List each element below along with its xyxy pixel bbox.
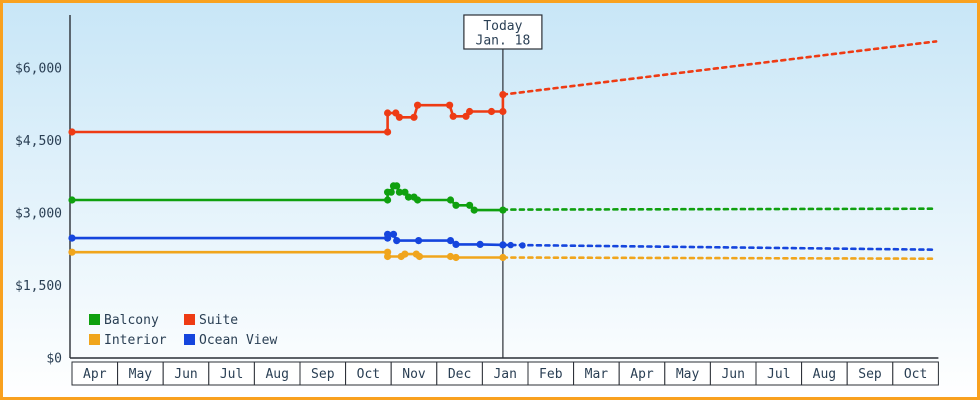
data-point <box>393 182 401 190</box>
data-point <box>446 237 455 245</box>
data-point <box>387 188 395 196</box>
data-point <box>487 107 496 116</box>
y-tick-label: $0 <box>46 352 62 367</box>
data-point <box>414 101 422 109</box>
data-point <box>470 206 478 214</box>
y-tick-label: $6,000 <box>15 62 62 77</box>
today-marker-box <box>463 14 543 50</box>
data-point <box>446 252 455 261</box>
month-label: Aug <box>813 367 836 382</box>
series-interior <box>68 248 938 262</box>
series-ocean-view <box>68 230 938 251</box>
month-label: Apr <box>630 367 654 382</box>
series-projection-line <box>501 243 938 251</box>
data-point <box>446 101 454 109</box>
data-point <box>507 241 514 249</box>
data-point <box>449 112 457 120</box>
data-point <box>452 201 460 209</box>
series-projection-line <box>501 207 938 211</box>
legend-swatch-ocean-view <box>184 334 195 345</box>
data-point <box>68 128 76 136</box>
y-tick-label: $3,000 <box>15 207 62 222</box>
month-label: Dec <box>448 367 471 382</box>
data-point <box>519 242 526 249</box>
data-point <box>452 240 460 248</box>
month-label: Feb <box>539 367 563 382</box>
series-suite <box>68 40 938 136</box>
data-point <box>499 91 507 99</box>
data-point <box>466 107 474 116</box>
month-label: Nov <box>402 367 426 382</box>
series-balcony <box>68 182 938 214</box>
month-label: Jul <box>220 367 243 382</box>
data-point <box>384 196 392 204</box>
data-point <box>395 188 403 196</box>
today-marker-label-line2: Jan. 18 <box>476 34 531 49</box>
data-point <box>384 109 392 117</box>
legend-swatch-balcony <box>89 314 100 325</box>
month-label: Apr <box>83 367 107 382</box>
data-point <box>446 196 455 204</box>
legend-label-ocean-view: Ocean View <box>199 333 277 348</box>
data-point <box>384 230 392 238</box>
month-label: Jul <box>767 367 790 382</box>
data-point <box>68 248 76 256</box>
month-label: May <box>129 367 153 382</box>
month-label: Sep <box>858 367 882 382</box>
y-tick-label: $1,500 <box>15 279 62 294</box>
series-projection-line <box>501 256 938 261</box>
month-label: Oct <box>904 367 927 382</box>
data-point <box>68 196 76 204</box>
data-point <box>393 237 401 245</box>
legend-swatch-suite <box>184 314 195 325</box>
month-label: May <box>676 367 700 382</box>
data-point <box>395 113 403 121</box>
data-point <box>415 252 424 261</box>
data-point <box>384 128 392 136</box>
data-point <box>499 107 507 116</box>
data-point <box>404 193 413 201</box>
data-point <box>499 253 507 262</box>
data-point <box>401 250 409 258</box>
data-point <box>389 230 398 238</box>
y-tick-label: $4,500 <box>15 134 62 149</box>
legend-label-interior: Interior <box>104 333 167 348</box>
data-point <box>499 206 507 214</box>
data-point <box>466 201 474 209</box>
month-label: Aug <box>265 367 288 382</box>
data-point <box>452 253 460 262</box>
series-projection-line <box>501 40 938 96</box>
legend: Balcony Suite Interior Ocean View <box>89 313 277 348</box>
today-marker-label-line1: Today <box>483 19 522 34</box>
month-label: Jun <box>721 367 744 382</box>
month-label: Sep <box>311 367 335 382</box>
month-label: Oct <box>357 367 380 382</box>
data-point <box>384 252 392 261</box>
month-label: Mar <box>585 367 609 382</box>
data-point <box>68 234 76 242</box>
data-point <box>476 240 484 248</box>
month-label: Jun <box>174 367 197 382</box>
data-point <box>410 113 418 121</box>
legend-label-balcony: Balcony <box>104 313 159 328</box>
data-point <box>414 196 422 204</box>
data-point <box>415 237 423 245</box>
legend-label-suite: Suite <box>199 313 238 328</box>
legend-swatch-interior <box>89 334 100 345</box>
month-cell <box>892 361 939 386</box>
month-label: Jan <box>493 367 516 382</box>
data-point <box>499 241 507 249</box>
